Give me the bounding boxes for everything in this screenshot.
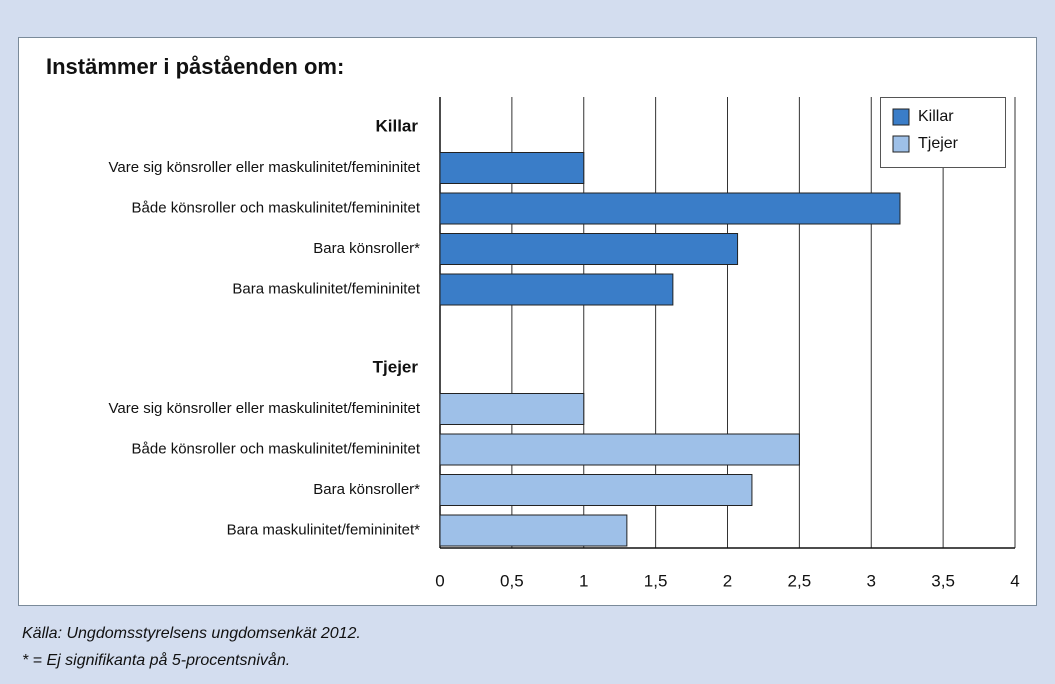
y-tick-label: Både könsroller och maskulinitet/feminin…	[132, 199, 421, 216]
x-tick-label: 1	[579, 571, 588, 590]
panel	[18, 37, 1037, 606]
legend-swatch	[892, 135, 910, 153]
bar	[439, 273, 674, 306]
bar	[439, 233, 739, 265]
group-heading: Killar	[375, 116, 418, 135]
x-tick-label: 3	[867, 571, 876, 590]
y-tick-label: Både könsroller och maskulinitet/feminin…	[132, 440, 421, 457]
y-tick-label: Bara könsroller*	[313, 481, 420, 498]
x-tick-label: 3,5	[931, 571, 955, 590]
x-tick-label: 0	[435, 571, 444, 590]
chart-title: Instämmer i påståenden om:	[46, 54, 344, 79]
x-tick-label: 1,5	[644, 571, 668, 590]
bar	[439, 474, 753, 506]
y-tick-label: Bara maskulinitet/femininitet*	[227, 521, 421, 538]
bar	[439, 514, 628, 547]
bar	[439, 152, 585, 184]
x-tick-label: 0,5	[500, 571, 524, 590]
footnote: * = Ej signifikanta på 5-procentsnivån.	[22, 651, 290, 669]
x-tick-label: 2,5	[788, 571, 812, 590]
bar	[439, 433, 800, 466]
bar	[439, 192, 901, 225]
legend-label: Killar	[918, 108, 954, 125]
source-note: Källa: Ungdomsstyrelsens ungdomsenkät 20…	[22, 625, 361, 642]
x-tick-label: 4	[1010, 571, 1019, 590]
legend-swatch	[892, 108, 910, 126]
legend-box	[880, 97, 1006, 168]
y-tick-label: Bara maskulinitet/femininitet	[232, 280, 420, 297]
y-tick-label: Vare sig könsroller eller maskulinitet/f…	[108, 400, 420, 417]
y-tick-label: Bara könsroller*	[313, 240, 420, 257]
bar	[439, 393, 585, 425]
legend-label: Tjejer	[918, 135, 959, 152]
y-tick-label: Vare sig könsroller eller maskulinitet/f…	[108, 159, 420, 176]
x-tick-label: 2	[723, 571, 732, 590]
group-heading: Tjejer	[373, 357, 419, 376]
